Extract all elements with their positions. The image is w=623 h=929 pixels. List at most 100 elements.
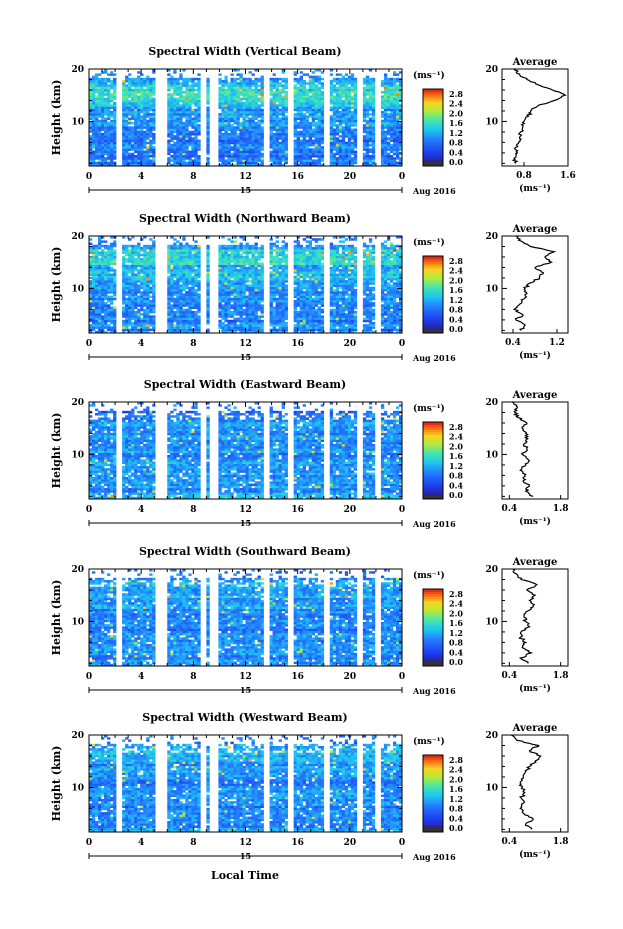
heatmap-cell <box>389 86 394 90</box>
heatmap-cell <box>131 95 135 98</box>
heatmap-cell <box>167 152 171 156</box>
heatmap-cell <box>275 152 279 156</box>
heatmap-cell <box>89 110 93 114</box>
heatmap-cell <box>383 313 388 316</box>
heatmap-cell <box>344 124 349 127</box>
heatmap-cell <box>191 159 195 162</box>
heatmap-cell <box>260 137 264 140</box>
heatmap-cell <box>206 93 210 96</box>
heatmap-cell <box>245 108 249 112</box>
heatmap-cell <box>311 84 316 87</box>
heatmap-cell <box>320 124 325 127</box>
heatmap-cell <box>95 143 99 147</box>
heatmap-cell <box>95 321 99 325</box>
heatmap-cell <box>125 108 129 112</box>
heatmap-cell <box>371 148 376 151</box>
heatmap-cell <box>260 286 264 290</box>
heatmap-cell <box>179 84 183 87</box>
heatmap-cell <box>299 124 303 127</box>
heatmap-cell <box>380 126 385 129</box>
heatmap-cell <box>128 319 132 323</box>
heatmap-cell <box>383 73 388 76</box>
heatmap-cell <box>332 152 337 156</box>
heatmap-cell <box>107 328 111 332</box>
heatmap-cell <box>152 310 156 314</box>
heatmap-cell <box>371 128 376 132</box>
heatmap-cell <box>365 106 370 109</box>
heatmap-cell <box>113 288 117 292</box>
heatmap-cell <box>239 124 243 127</box>
colorbar-segment <box>423 110 443 114</box>
heatmap-cell <box>302 143 306 147</box>
heatmap-cell <box>398 313 403 316</box>
heatmap-cell <box>281 119 285 123</box>
heatmap-cell <box>236 126 240 129</box>
heatmap-cell <box>167 93 171 96</box>
heatmap-cell <box>371 88 376 92</box>
heatmap-cell <box>272 313 276 316</box>
heatmap-cell <box>233 288 237 292</box>
heatmap-cell <box>347 88 352 92</box>
heatmap-cell <box>146 126 150 129</box>
heatmap-cell <box>170 154 174 158</box>
heatmap-cell <box>260 148 264 151</box>
heatmap-cell <box>311 135 316 138</box>
heatmap-cell <box>167 161 171 165</box>
heatmap-cell <box>362 117 367 120</box>
heatmap-cell <box>398 326 403 329</box>
heatmap-cell <box>233 88 237 92</box>
heatmap-cell <box>332 308 337 312</box>
heatmap-cell <box>122 108 126 112</box>
heatmap-cell <box>230 73 234 76</box>
heatmap-cell <box>392 106 397 109</box>
heatmap-cell <box>224 93 228 96</box>
heatmap-cell <box>125 104 129 107</box>
heatmap-cell <box>221 121 225 125</box>
heatmap-cell <box>245 299 249 303</box>
heatmap-cell <box>338 310 343 314</box>
heatmap-cell <box>260 119 264 123</box>
heatmap-cell <box>107 106 111 109</box>
heatmap-cell <box>176 126 180 129</box>
heatmap-cell <box>131 324 135 327</box>
heatmap-cell <box>152 115 156 118</box>
heatmap-cell <box>140 132 144 136</box>
heatmap-cell <box>281 128 285 132</box>
heatmap-cell <box>311 284 316 287</box>
heatmap-cell <box>317 117 322 120</box>
heatmap-cell <box>398 143 403 147</box>
heatmap-cell <box>242 146 246 149</box>
heatmap-cell <box>260 95 264 98</box>
heatmap-cell <box>341 330 346 334</box>
heatmap-cell <box>128 119 132 123</box>
heatmap-cell <box>167 117 171 120</box>
heatmap-cell <box>233 146 237 149</box>
heatmap-cell <box>257 302 261 305</box>
heatmap-cell <box>245 117 249 120</box>
heatmap-cell <box>221 304 225 307</box>
heatmap-cell <box>191 121 195 125</box>
heatmap-cell <box>320 132 325 136</box>
heatmap-cell <box>353 293 358 296</box>
heatmap-cell <box>110 297 114 301</box>
heatmap-cell <box>338 161 343 165</box>
heatmap-cell <box>206 286 210 290</box>
heatmap-cell <box>125 284 129 287</box>
heatmap-cell <box>176 82 180 85</box>
heatmap-cell <box>275 319 279 323</box>
heatmap-cell <box>92 299 96 303</box>
heatmap-cell <box>239 284 243 287</box>
heatmap-cell <box>314 313 319 316</box>
heatmap-cell <box>221 93 225 96</box>
heatmap-cell <box>113 306 117 310</box>
heatmap-cell <box>98 91 102 94</box>
heatmap-cell <box>308 148 313 151</box>
heatmap-cell <box>185 150 189 154</box>
heatmap-cell <box>152 135 156 138</box>
heatmap-cell <box>143 139 147 143</box>
heatmap-cell <box>383 95 388 98</box>
heatmap-cell <box>98 137 102 140</box>
colorbar-segment <box>423 149 443 153</box>
heatmap-cell <box>332 148 337 151</box>
heatmap-cell <box>380 106 385 109</box>
